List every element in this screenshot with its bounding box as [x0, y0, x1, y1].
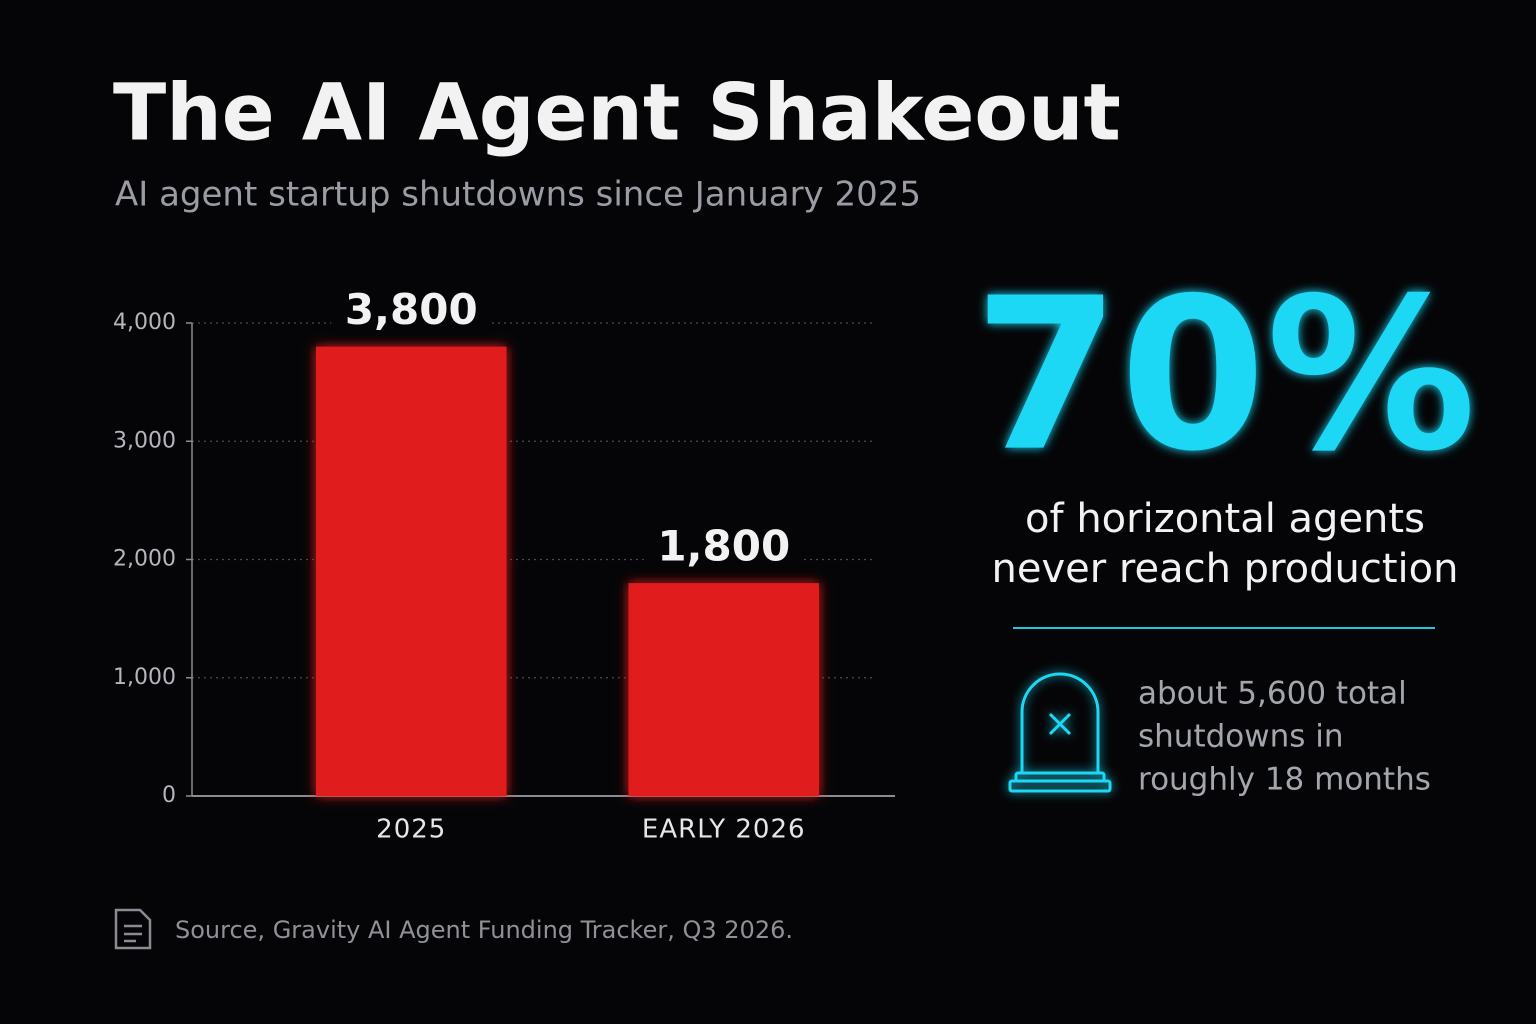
label-backdrop — [643, 521, 804, 572]
label-backdrop — [331, 284, 492, 335]
stat: 70% — [974, 253, 1477, 498]
chart-subtitle: AI agent startup shutdowns since January… — [115, 175, 921, 215]
data-label: 3,800 — [345, 285, 478, 334]
x-tick-label: EARLY 2026 — [642, 815, 806, 845]
bar-chart: 0 1,000 2,000 3,000 4,000 2025 3,800 EARLY 2026… — [113, 284, 895, 845]
y-tick-label: 3,000 — [113, 428, 176, 453]
chart-title: The AI Agent Shakeout — [113, 68, 1121, 158]
source: Source, Gravity AI Agent Funding Tracker… — [175, 916, 793, 944]
x-tick-label: 2025 — [376, 815, 446, 845]
y-tick-label: 0 — [162, 783, 176, 808]
y-tick-label: 2,000 — [113, 547, 176, 572]
stat-text: of horizontal agents — [1025, 496, 1425, 542]
document-icon — [114, 908, 152, 950]
note-text: roughly 18 months — [1138, 762, 1431, 798]
y-tick-label: 1,000 — [113, 665, 176, 690]
stat-text: never reach production — [992, 546, 1459, 592]
data-label: 1,800 — [657, 522, 790, 571]
tombstone-icon — [1008, 672, 1112, 793]
note-text: about 5,600 total — [1138, 676, 1407, 712]
y-tick-label: 4,000 — [113, 310, 176, 335]
note-text: shutdowns in — [1138, 719, 1344, 755]
bar — [628, 583, 820, 796]
bar — [315, 346, 507, 796]
